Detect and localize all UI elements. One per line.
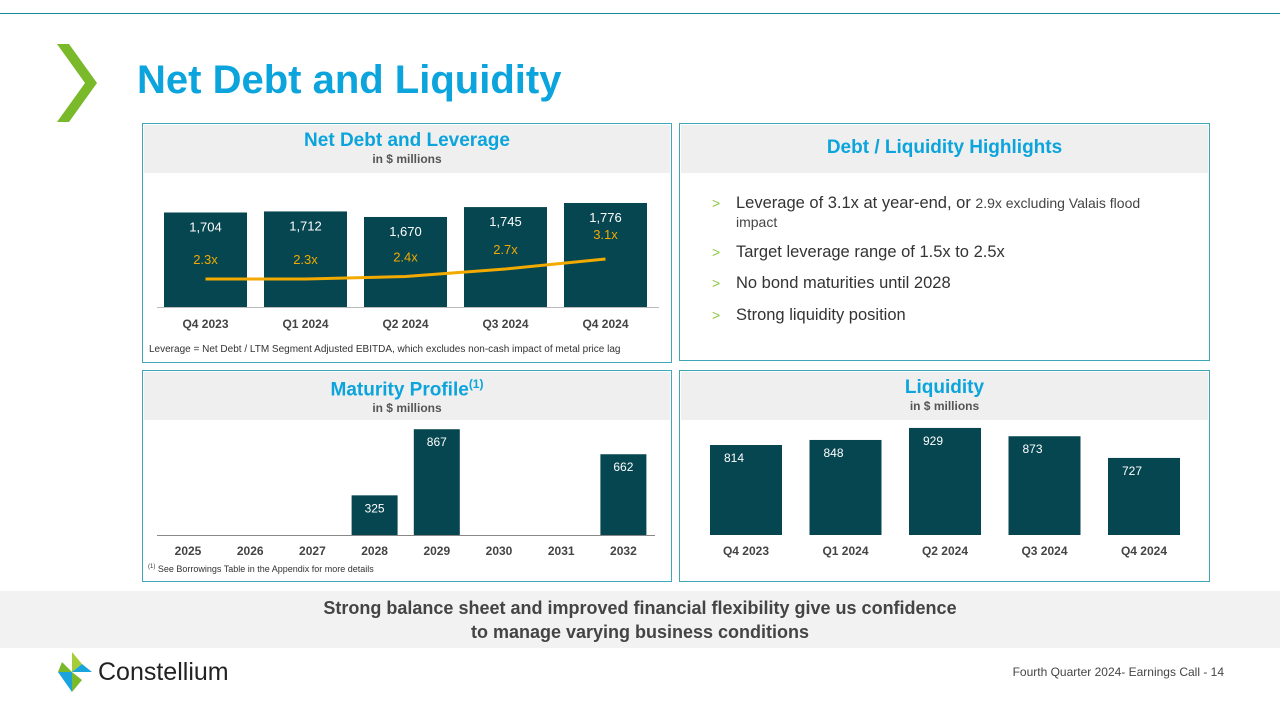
banner-line: Strong balance sheet and improved financ…: [323, 598, 957, 618]
x-tick-label: Q4 2023: [723, 544, 769, 558]
bullet-text: Strong liquidity position: [736, 306, 906, 324]
bar-net-debt: [164, 212, 247, 307]
chart-title: Net Debt and Leverage: [304, 130, 510, 151]
x-tick-label: Q1 2024: [822, 544, 868, 558]
key-message-banner: Strong balance sheet and improved financ…: [0, 591, 1280, 648]
chart-subtitle: in $ millions: [372, 152, 442, 166]
leverage-label: 2.7x: [493, 242, 518, 257]
bar-value-label: 929: [923, 434, 943, 448]
net-debt-panel: Net Debt and Leverage in $ millions 1,704…: [142, 123, 672, 363]
liquidity-chart: 814 Q4 2023 848 Q1 2024 929 Q2 2024 873 Q3 2024…: [710, 427, 1180, 558]
list-item: > No bond maturities until 2028: [712, 274, 1176, 293]
bar-value-label: 873: [1022, 442, 1042, 456]
x-tick-label: Q3 2024: [482, 317, 528, 331]
x-tick-label: 2027: [299, 544, 326, 558]
x-tick-label: 2028: [361, 544, 388, 558]
chart-subtitle: in $ millions: [372, 401, 442, 416]
banner-line: to manage varying business conditions: [470, 622, 810, 642]
bullet-arrow-icon: >: [712, 275, 721, 291]
bar-value-label: 325: [365, 501, 385, 515]
bullet-arrow-icon: >: [712, 195, 721, 211]
net-debt-chart: 1,704 2.3x Q4 2023 1,712 2.3x Q1 2024 1,670 2.4…: [157, 202, 659, 331]
bar-liquidity: [1008, 436, 1081, 535]
bar-maturity: [351, 495, 398, 535]
x-tick-label: 2030: [486, 544, 513, 558]
bar-value-label: 867: [427, 435, 447, 449]
x-tick-label: 2031: [548, 544, 575, 558]
bar-value-label: 1,712: [289, 218, 322, 233]
constellium-logo: Constellium: [58, 652, 229, 692]
x-tick-label: 2026: [237, 544, 264, 558]
bar-value-label: 727: [1122, 464, 1142, 478]
x-tick-label: 2029: [423, 544, 450, 558]
x-tick-label: Q3 2024: [1021, 544, 1067, 558]
bar-net-debt: [564, 202, 647, 307]
x-tick-label: Q4 2024: [1121, 544, 1167, 558]
panel-title: Debt / Liquidity Highlights: [826, 137, 1063, 158]
panel-header: Debt / Liquidity Highlights: [681, 125, 1208, 173]
bar-net-debt: [464, 207, 547, 307]
constellium-star-icon: [58, 652, 92, 692]
bar-liquidity: [710, 445, 782, 535]
x-tick-label: Q2 2024: [382, 317, 428, 331]
top-rule: [0, 13, 1280, 14]
x-tick-label: Q1 2024: [282, 317, 328, 331]
leverage-label: 3.1x: [593, 227, 618, 242]
bar-liquidity: [1108, 457, 1180, 535]
chart-note: (1) See Borrowings Table in the Appendix…: [148, 564, 374, 574]
bar-value-label: 1,745: [489, 214, 522, 229]
panel-header: Liquidity in $ millions: [681, 372, 1208, 420]
bar-liquidity: [809, 439, 882, 535]
page-title: Net Debt and Liquidity: [137, 58, 562, 102]
bar-liquidity: [909, 427, 981, 535]
maturity-panel: Maturity Profile(1) in $ millions 2025 202…: [142, 370, 672, 582]
bar-value-label: 848: [823, 446, 843, 460]
list-item: > Leverage of 3.1x at year-end, or 2.9x e…: [712, 194, 1176, 232]
bullet-text: Target leverage range of 1.5x to 2.5x: [736, 243, 1005, 261]
bar-net-debt: [264, 211, 347, 307]
leverage-line: [205, 257, 606, 281]
liquidity-panel: Liquidity in $ millions 814 Q4 2023 848 Q1 2…: [679, 370, 1210, 582]
panel-header: Net Debt and Leverage in $ millions: [144, 125, 670, 173]
x-tick-label: 2032: [610, 544, 637, 558]
panel-header: Maturity Profile(1) in $ millions: [144, 372, 670, 420]
chart-note: Leverage = Net Debt / LTM Segment Adjust…: [149, 344, 621, 355]
bullet-subtext: 2.9x excluding Valais flood impact: [736, 195, 1141, 230]
chevron-logo-icon: [57, 44, 97, 122]
maturity-chart: 2025 2026 2027 325 2028 867 2029 2030 2031 662 203…: [157, 429, 655, 558]
bar-maturity: [413, 429, 460, 535]
footer-text: Fourth Quarter 2024- Earnings Call - 14: [1012, 665, 1224, 679]
x-tick-label: 2025: [175, 544, 202, 558]
x-tick-label: Q4 2024: [582, 317, 628, 331]
bar-value-label: 1,704: [189, 219, 222, 234]
bullet-arrow-icon: >: [712, 307, 721, 323]
x-tick-label: Q2 2024: [922, 544, 968, 558]
leverage-label: 2.3x: [293, 252, 318, 267]
bullet-text: No bond maturities until 2028: [736, 274, 951, 292]
leverage-label: 2.4x: [393, 250, 418, 265]
bullet-text: Leverage of 3.1x at year-end, or: [736, 194, 976, 212]
bar-value-label: 814: [724, 451, 744, 465]
bullet-arrow-icon: >: [712, 244, 721, 260]
list-item: > Strong liquidity position: [712, 306, 1176, 325]
bar-value-label: 1,670: [389, 224, 422, 239]
list-item: > Target leverage range of 1.5x to 2.5x: [712, 243, 1176, 262]
chart-title: Maturity Profile(1): [330, 377, 484, 401]
highlights-panel: Debt / Liquidity Highlights > Leverage of…: [679, 123, 1210, 361]
chart-title: Liquidity: [904, 377, 985, 398]
bar-value-label: 662: [613, 460, 633, 474]
bar-maturity: [600, 454, 647, 535]
bar-value-label: 1,776: [589, 210, 622, 225]
leverage-label: 2.3x: [193, 252, 218, 267]
x-tick-label: Q4 2023: [182, 317, 228, 331]
bar-net-debt: [364, 216, 447, 307]
chart-subtitle: in $ millions: [909, 399, 980, 413]
